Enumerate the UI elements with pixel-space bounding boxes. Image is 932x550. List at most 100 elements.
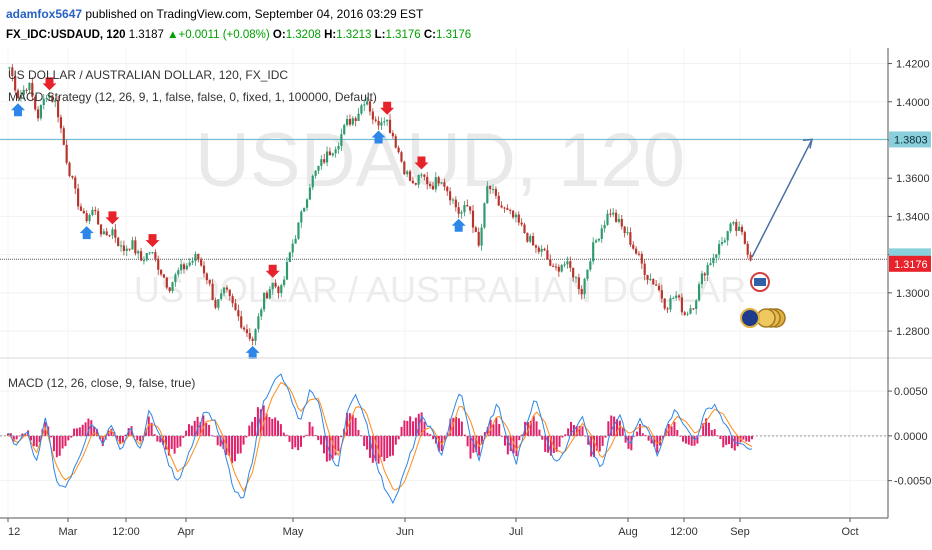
macd-histogram-bar [305,434,308,436]
projection-line [751,139,813,258]
macd-histogram-bar [277,420,280,436]
candle-body [391,132,394,137]
macd-histogram-bar [328,435,331,461]
interval: , 120 [99,29,126,41]
macd-histogram-bar [710,430,713,436]
candle-body [85,213,88,222]
macd-histogram-bar [300,435,303,447]
macd-histogram-bar [256,407,259,436]
time-tick-label: Apr [177,526,194,538]
macd-histogram-bar [595,435,598,451]
candle-body [271,282,274,290]
macd-histogram-bar [713,429,716,436]
macd-histogram-bar [58,435,61,456]
macd-histogram-bar [130,426,133,436]
macd-histogram-bar [452,417,455,436]
macd-histogram-bar [153,434,156,436]
macd-histogram-bar [93,426,96,436]
macd-histogram-bar [598,435,601,452]
candle-body [97,211,100,225]
macd-histogram-bar [202,415,205,436]
candle-body [314,170,317,176]
macd-histogram-bar [337,435,340,452]
macd-histogram-bar [429,434,432,436]
macd-histogram-bar [748,435,751,442]
macd-histogram-bar [101,435,104,447]
candle-body [657,285,661,291]
macd-histogram-bar [274,417,277,436]
macd-histogram-bar [664,428,667,436]
candle-body [142,260,146,262]
candle-body [406,171,409,175]
macd-histogram-bar [449,418,452,436]
candle-body [557,266,560,272]
macd-histogram-bar [187,424,190,436]
buy-arrow-icon [79,226,94,240]
candle-body [374,119,377,121]
candle-body [311,175,314,188]
macd-histogram-bar [509,435,512,451]
macd-histogram-bar [575,426,578,436]
candle-body [59,117,63,129]
candle-body [325,151,329,163]
candle-body [274,282,277,287]
candle-body [712,257,715,264]
candle-body [171,282,174,292]
candle-body [540,248,543,252]
macd-histogram-bar [386,435,389,458]
macd-histogram-bar [314,435,317,436]
author-link[interactable]: adamfox5647 [6,7,83,21]
candle-body [343,124,346,135]
candle-body [285,262,289,280]
candle-body [16,90,20,99]
candle-body [42,98,45,106]
macd-histogram-bar [70,435,73,438]
macd-histogram-bar [366,435,369,450]
symbol: FX_IDC:USDAUD [6,29,100,41]
level-lines [0,138,888,260]
candle-body [337,145,340,150]
macd-histogram-bar [325,435,328,462]
macd-histogram-bar [607,421,610,436]
candle-body [139,251,143,261]
candle-body [263,292,266,310]
candle-body [592,242,595,262]
candle-body [308,187,311,200]
candle-body [383,121,386,123]
macd-axis[interactable]: 0.0050 0.0000 -0.0050 [888,386,931,488]
candle-body [646,274,649,280]
macd-legend[interactable]: MACD (12, 26, close, 9, false, true) [8,376,195,390]
chart-area[interactable]: USDAUD, 120 US DOLLAR / AUSTRALIAN DOLLA… [0,48,932,550]
candle-body [8,67,11,69]
candle-body [632,244,635,249]
candle-body [131,240,134,250]
price-tick-label: 1.4200 [896,59,930,71]
high-value: 1.3213 [336,29,372,41]
candle-body [729,223,732,232]
time-axis[interactable]: 12 Mar 12:00 Apr May Jun Jul Aug 12:00 Sep Oct [7,518,859,538]
macd-histogram-bar [406,420,409,436]
candle-body [88,214,91,222]
sell-arrow-icon [380,101,395,115]
candle-body [65,144,68,163]
buy-arrow-icon [451,218,466,232]
macd-histogram-bar [555,435,558,452]
macd-histogram-bar [322,435,325,454]
economic-events[interactable] [740,272,786,328]
strategy-legend[interactable]: MACD Strategy (12, 26, 9, 1, false, fals… [8,90,377,104]
candle-body [303,207,306,212]
macd-histogram-bar [535,421,538,436]
macd-histogram-bar [348,413,351,436]
candle-body [251,338,254,341]
candle-body [514,214,518,218]
candle-body [609,213,612,215]
candle-body [486,185,489,204]
last-price: 1.3187 [128,29,164,41]
au-flag-icon[interactable] [740,308,760,328]
candle-body [51,95,54,102]
projection-arrow[interactable] [751,138,813,258]
candle-body [563,264,566,266]
candle-body [188,262,191,266]
candle-body [649,278,652,280]
candle-body [695,300,698,309]
